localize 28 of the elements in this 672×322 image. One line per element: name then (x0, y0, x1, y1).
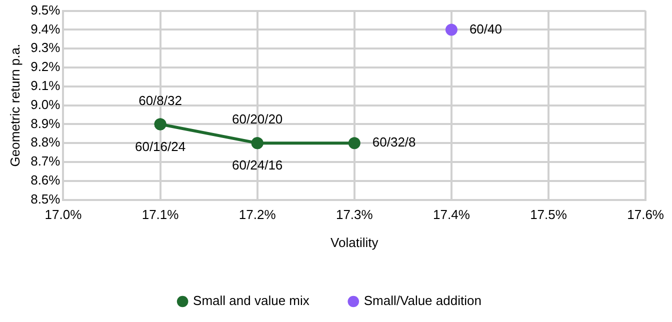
y-tick-label: 9.4% (30, 21, 61, 36)
legend-label: Small and value mix (193, 293, 310, 308)
x-tick-label: 17.4% (433, 207, 470, 222)
y-tick-label: 9.0% (30, 96, 61, 112)
x-tick-label: 17.0% (44, 207, 82, 222)
y-tick-label: 9.3% (30, 40, 61, 56)
legend-label: Small/Value addition (364, 293, 482, 308)
y-tick-label: 8.6% (30, 172, 61, 188)
x-tick-label: 17.6% (627, 207, 664, 222)
annotation: 60/24/16 (232, 158, 283, 173)
annotation: 60/8/32 (138, 92, 182, 108)
y-axis-title: Geometric return p.a. (7, 44, 22, 167)
x-axis-title: Volatility (330, 234, 379, 250)
y-tick-label: 8.7% (30, 154, 61, 169)
x-tick-label: 17.5% (530, 207, 568, 222)
x-tick-label: 17.3% (336, 207, 374, 222)
y-tick-label: 9.5% (30, 2, 61, 18)
y-tick-label: 8.5% (30, 191, 61, 206)
annotation: 60/32/8 (372, 134, 416, 150)
y-tick-label: 8.8% (30, 134, 61, 150)
x-tick-label: 17.2% (238, 207, 276, 222)
x-tick-label: 17.1% (142, 207, 180, 222)
annotation: 60/20/20 (232, 112, 283, 127)
y-tick-label: 9.1% (30, 78, 61, 93)
y-tick-label: 8.9% (30, 116, 61, 131)
annotation: 60/16/24 (134, 138, 186, 154)
y-tick-label: 9.2% (30, 59, 61, 74)
annotation: 60/40 (469, 21, 502, 36)
